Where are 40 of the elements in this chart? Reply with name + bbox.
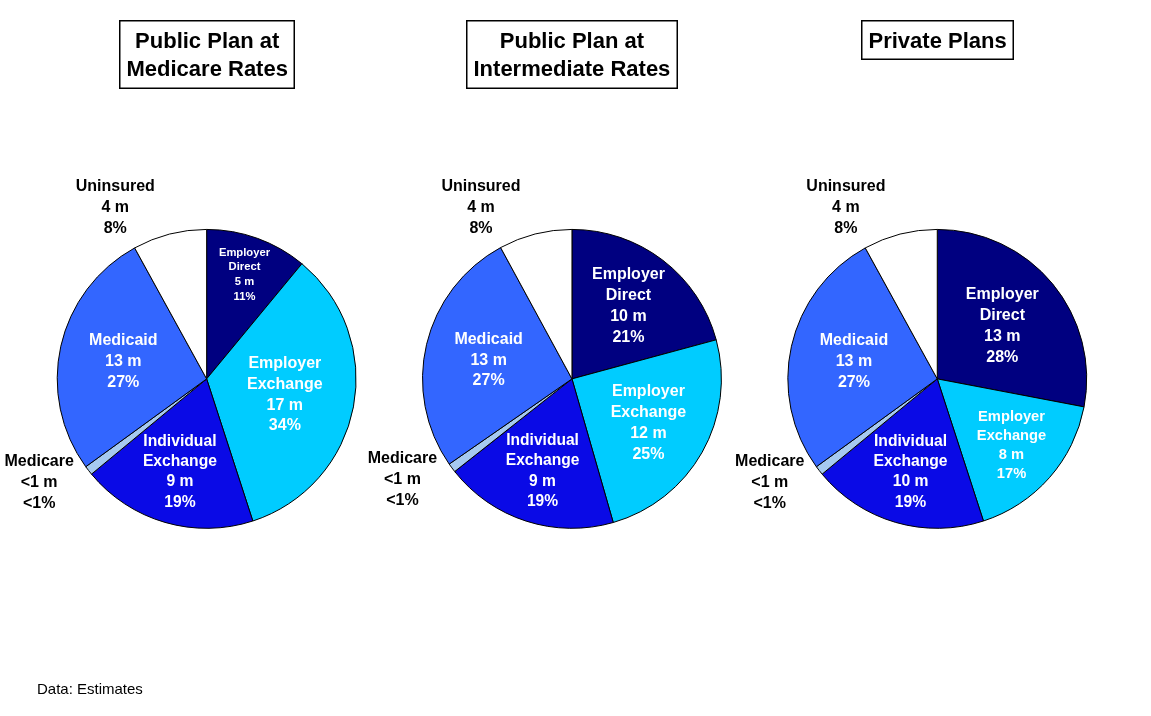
slice-label: Employer Exchange <box>976 407 1047 443</box>
slice-label: Employer Direct <box>592 265 665 304</box>
slice-label: Uninsured <box>75 177 155 195</box>
slice-label: Individual Exchange <box>873 431 948 469</box>
chart-title: Public Plan at Intermediate Rates <box>473 27 671 82</box>
chart-title: Public Plan at Medicare Rates <box>126 27 288 82</box>
data-label: 4 m 8% <box>101 198 130 236</box>
data-label: 13 m 27% <box>835 351 873 390</box>
slice-label: Medicaid <box>819 330 889 348</box>
slice-label: Medicare <box>735 452 805 470</box>
data-label: <1 m <1% <box>20 472 58 511</box>
slice-label: Employer Exchange <box>247 354 323 392</box>
data-label: 17 m 34% <box>266 395 304 434</box>
slice-label: Individual Exchange <box>142 431 218 469</box>
slice-label: Employer Direct <box>218 245 271 273</box>
slice-label: Individual Exchange <box>505 431 580 469</box>
data-label: 13 m 27% <box>105 351 142 390</box>
data-label: 4 m 8% <box>832 198 860 236</box>
data-label: <1 m <1% <box>751 472 789 511</box>
slice-label: Medicaid <box>89 330 158 348</box>
data-label: 12 m 25% <box>630 423 667 462</box>
data-label: 9 m 19% <box>164 472 196 510</box>
data-label: 10 m 19% <box>892 472 929 510</box>
data-label: 10 m 21% <box>610 306 647 345</box>
slice-label: Medicare <box>4 452 74 470</box>
data-label: 4 m 8% <box>467 198 495 236</box>
data-label: 13 m 28% <box>984 326 1021 365</box>
data-label: 8 m 17% <box>996 445 1027 482</box>
slice-label: Employer Direct <box>965 285 1039 324</box>
data-label: 5 m 11% <box>233 275 256 302</box>
data-label: 9 m 19% <box>526 471 559 510</box>
slice-label: Medicaid <box>454 329 523 347</box>
slice-label: Employer Exchange <box>610 382 687 421</box>
slice-label: Uninsured <box>806 177 886 195</box>
slice-label: Uninsured <box>441 177 521 195</box>
text: Data: Estimates <box>37 680 143 697</box>
slice-label: Medicare <box>367 448 438 466</box>
data-label: 13 m 27% <box>470 350 507 389</box>
data-label: <1 m <1% <box>383 469 421 508</box>
chart-title: Private Plans <box>868 27 1007 53</box>
